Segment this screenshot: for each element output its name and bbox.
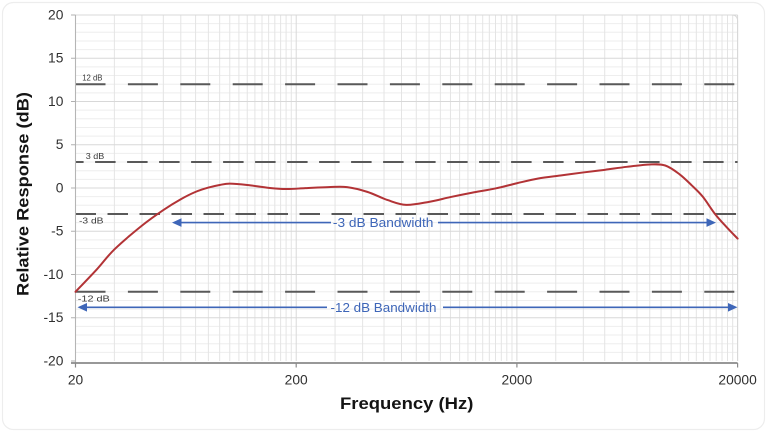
svg-text:20: 20 [48, 7, 64, 22]
svg-text:15: 15 [48, 51, 64, 66]
svg-text:-3 dB: -3 dB [79, 216, 104, 226]
svg-text:0: 0 [56, 180, 64, 195]
svg-text:-12 dB Bandwidth: -12 dB Bandwidth [331, 301, 437, 315]
svg-text:-3 dB Bandwidth: -3 dB Bandwidth [333, 216, 434, 230]
svg-text:Frequency (Hz): Frequency (Hz) [340, 394, 473, 413]
svg-text:-5: -5 [51, 224, 64, 239]
svg-text:-12 dB: -12 dB [78, 294, 111, 304]
svg-text:200: 200 [285, 372, 308, 387]
svg-text:20: 20 [68, 372, 84, 387]
svg-text:-10: -10 [43, 267, 63, 282]
svg-text:2000: 2000 [502, 372, 533, 387]
svg-text:Relative Response (dB): Relative Response (dB) [14, 92, 33, 296]
svg-text:-20: -20 [43, 353, 63, 368]
svg-text:3 dB: 3 dB [86, 151, 105, 161]
svg-text:5: 5 [56, 137, 64, 152]
svg-text:12 dB: 12 dB [82, 73, 103, 83]
svg-text:20000: 20000 [718, 372, 757, 387]
svg-text:10: 10 [48, 94, 64, 109]
svg-text:-15: -15 [43, 310, 63, 325]
